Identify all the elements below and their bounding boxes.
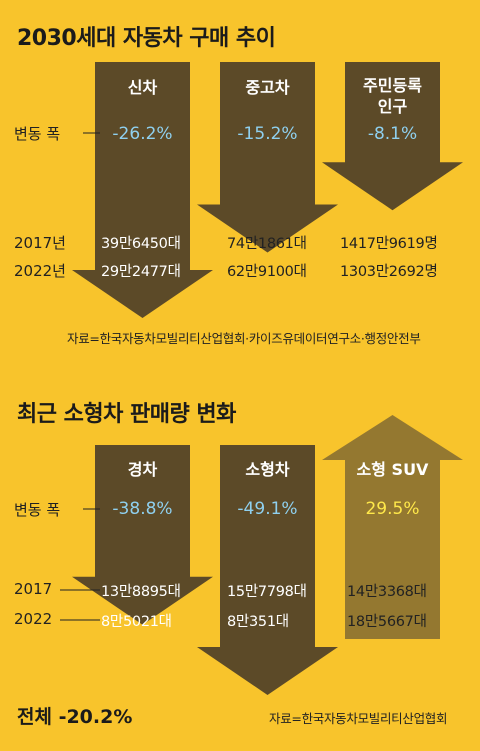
section2-year-2022: 2022 [14,610,53,628]
arrow-3 [322,62,463,211]
section2-source: 자료=한국자동차모빌리티산업협회 [269,711,448,726]
arrow-6 [322,415,463,639]
arrow4-2017: 13만8895대 [101,584,181,600]
section1-row-label: 변동 폭 [14,125,61,143]
arrow3-pct: -8.1% [367,124,418,144]
arrow5-2022: 8만351대 [227,614,289,630]
arrow3-heading-line1: 주민등록 [363,76,422,95]
arrow2-2022: 62만9100대 [227,264,307,280]
arrow6-2017: 14만3368대 [347,584,427,600]
section2-row-label: 변동 폭 [14,501,61,519]
arrow5-pct: -49.1% [237,499,298,519]
arrow1-2017: 39만6450대 [101,236,181,252]
arrow4-2022: 8만5021대 [101,614,172,630]
arrow-1 [72,62,213,318]
arrow5-heading: 소형차 [245,460,290,479]
arrow4-pct: -38.8% [112,499,173,519]
arrow6-2022: 18만5667대 [347,614,427,630]
section1-title: 2030세대 자동차 구매 추이 [17,26,276,51]
arrow-4 [72,445,213,625]
arrow1-2022: 29만2477대 [101,264,181,280]
arrow2-heading: 중고차 [245,78,290,97]
section1-source: 자료=한국자동차모빌리티산업협회·카이즈유데이터연구소·행정안전부 [67,331,421,346]
total-change: 전체 -20.2% [17,706,133,728]
arrow3-2022: 1303만2692명 [340,264,438,280]
arrow6-heading: 소형 SUV [356,460,429,479]
arrow3-2017: 1417만9619명 [340,236,438,252]
arrow-5 [197,445,338,695]
arrow3-heading-line2: 인구 [377,97,408,116]
section1-year-2017: 2017년 [14,234,66,252]
arrow1-heading: 신차 [127,78,158,97]
arrow-2 [197,62,338,253]
arrow2-pct: -15.2% [237,124,298,144]
section2-title: 최근 소형차 판매량 변화 [17,402,236,427]
section1-year-2022: 2022년 [14,262,66,280]
arrow6-pct: 29.5% [365,499,420,519]
arrow1-pct: -26.2% [112,124,173,144]
section2-year-2017: 2017 [14,580,53,598]
arrow2-2017: 74만1861대 [227,236,307,252]
arrow5-2017: 15만7798대 [227,584,307,600]
arrow4-heading: 경차 [127,460,158,479]
